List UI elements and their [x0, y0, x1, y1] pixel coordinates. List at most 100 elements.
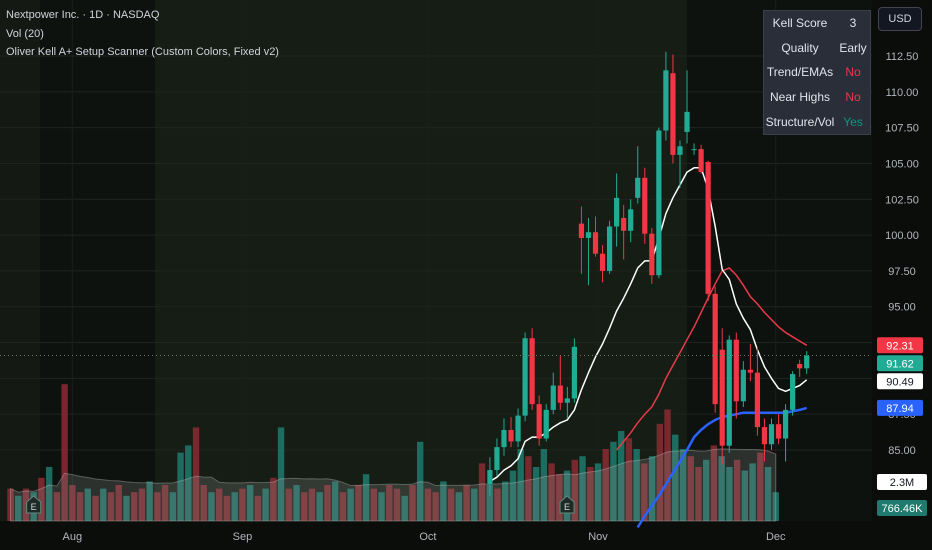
volume-bar: [239, 488, 246, 521]
candle: [747, 343, 753, 382]
candle-body: [557, 385, 563, 403]
volume-bar: [92, 495, 99, 521]
volume-bar: [76, 492, 84, 521]
volume-bar: [447, 488, 455, 521]
volume-bar: [764, 467, 772, 521]
volume-average-area: [10, 448, 777, 522]
candle: [571, 338, 577, 403]
kell-label: Near Highs: [769, 90, 831, 105]
candle-body: [790, 374, 796, 410]
volume-bar: [741, 470, 749, 521]
volume-bar: [254, 495, 262, 521]
volume-bar: [726, 467, 733, 521]
volume-bar: [749, 463, 756, 521]
candle-body: [649, 233, 655, 276]
volume-bar: [53, 492, 61, 521]
volume-bar: [494, 488, 501, 521]
candle: [557, 355, 563, 410]
currency-button[interactable]: USD: [878, 7, 922, 31]
kell-row-trend: Trend/EMAs No: [764, 60, 870, 85]
volume-bar: [301, 492, 308, 521]
candle: [522, 332, 528, 422]
candle-body: [804, 355, 810, 369]
candle-body: [698, 149, 704, 173]
candle: [614, 173, 620, 247]
candle: [550, 372, 556, 415]
kell-row-score: Kell Score 3: [764, 11, 870, 36]
candle: [606, 220, 613, 274]
kell-value: No: [845, 65, 861, 80]
candle: [642, 167, 648, 244]
candle: [564, 386, 570, 419]
volume-bar: [602, 449, 609, 521]
candle: [543, 404, 549, 442]
volume-bar: [270, 477, 277, 521]
volume-bar: [556, 474, 563, 521]
volume-bar: [502, 481, 509, 521]
volume-bar: [486, 485, 493, 521]
kell-value: Yes: [843, 114, 863, 129]
volume-bar: [38, 477, 45, 521]
candle: [487, 457, 493, 496]
candle-body: [578, 223, 585, 238]
volume-bar: [772, 492, 779, 521]
volume-bar: [107, 492, 115, 521]
candle: [592, 216, 599, 257]
candle: [585, 217, 592, 286]
volume-bar: [324, 485, 331, 521]
x-tick-label: Oct: [419, 531, 436, 543]
candle-body: [754, 372, 761, 428]
candle-body: [684, 111, 690, 132]
volume-bar: [347, 488, 354, 521]
volume-bar: [146, 481, 153, 521]
candle-body: [522, 338, 528, 416]
volume-bar: [308, 488, 316, 521]
volume-bar: [757, 452, 764, 521]
symbol-legend[interactable]: Nextpower Inc. · 1D · NASDAQ: [6, 9, 160, 21]
y-tick-label: 100.00: [885, 230, 919, 242]
candle-body: [564, 398, 570, 403]
x-tick-label: Dec: [766, 531, 786, 543]
candle-body: [599, 253, 606, 271]
candle-body: [740, 369, 746, 402]
candlesticks: [487, 51, 810, 496]
kell-label: Trend/EMAs: [766, 65, 834, 80]
ema-fast-line: [489, 167, 808, 483]
price-gridlines: [0, 0, 872, 521]
volume-average-tag: 2.3M: [877, 474, 927, 490]
volume-bar: [393, 488, 401, 521]
volume-bar: [316, 492, 323, 521]
candle: [775, 414, 782, 445]
volume-bar: [633, 449, 640, 521]
candle: [529, 328, 535, 410]
candle-body: [635, 177, 641, 198]
x-tick-label: Aug: [63, 531, 83, 543]
volume-bar: [641, 463, 648, 521]
volume-bar: [386, 485, 393, 521]
volume-bar: [625, 438, 633, 521]
candle: [740, 361, 746, 408]
volume-indicator-legend[interactable]: Vol (20): [6, 28, 44, 40]
candle: [691, 143, 697, 155]
candle-body: [487, 470, 493, 485]
volume-bar: [285, 488, 292, 521]
volume-bar: [579, 456, 586, 521]
volume-bar: [331, 481, 339, 521]
volume-bars: [7, 384, 779, 522]
volume-bar: [695, 467, 702, 521]
scanner-indicator-legend[interactable]: Oliver Kell A+ Setup Scanner (Custom Col…: [6, 46, 279, 58]
candle: [790, 371, 796, 416]
volume-last-tag: 766.46K: [877, 500, 927, 516]
candle: [677, 140, 683, 188]
candle: [698, 144, 704, 174]
price-tag-bg: [877, 373, 923, 390]
volume-bar: [416, 441, 424, 521]
volume-bar: [378, 492, 385, 521]
volume-bar: [177, 452, 184, 521]
volume-bar: [192, 427, 200, 521]
candle-body: [677, 146, 683, 155]
session-band: [0, 0, 40, 521]
volume-bar: [664, 409, 671, 521]
candle-body: [508, 429, 514, 442]
